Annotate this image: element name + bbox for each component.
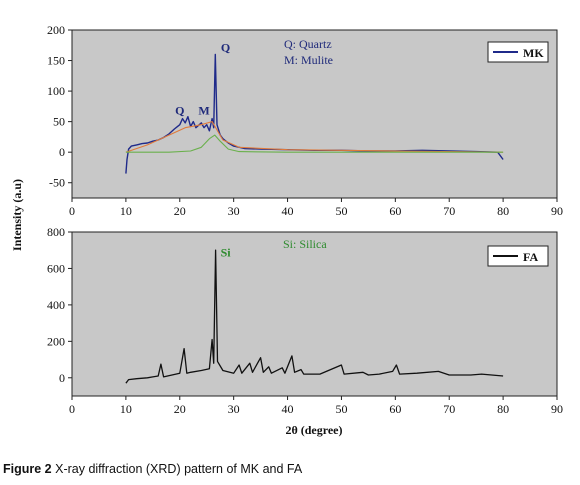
mk-y-tick-label: 100 [47,84,65,98]
mk-x-tick-label: 50 [335,204,347,218]
mk-y-tick-label: 50 [53,115,65,129]
fa-x-tick-label: 70 [443,402,455,416]
fa-panel: 0 200 400 600 800 0 10 20 30 40 50 60 70 80 90 Si Si:… [47,225,563,416]
mk-series-fit [125,121,504,153]
fa-plot-area [71,231,558,397]
figure-caption: Figure 2 X-ray diffraction (XRD) pattern… [3,462,302,476]
fa-x-tick-label: 20 [174,402,186,416]
mk-x-tick-label: 70 [443,204,455,218]
y-axis-label: Intensity (a.u) [10,179,24,251]
mk-x-tick-label: 60 [389,204,401,218]
mk-peak-label: Q [221,40,230,54]
mk-peak-label: Q [175,103,184,117]
fa-key-silica: Si: Silica [283,237,327,251]
fa-x-tick-label: 40 [282,402,294,416]
mk-legend: MK [487,41,549,63]
fa-x-tick-label: 80 [497,402,509,416]
fa-x-tick-label: 30 [228,402,240,416]
mk-peak-label: M [198,103,209,117]
fa-y-tick-label: 200 [47,334,65,348]
mk-x-tick-label: 30 [228,204,240,218]
x-axis-label: 2θ (degree) [285,423,342,437]
fa-legend: FA [487,245,549,267]
mk-key-mulite: M: Mulite [284,53,333,67]
mk-x-tick-label: 10 [120,204,132,218]
fa-x-tick-label: 0 [69,402,75,416]
mk-legend-label: MK [523,46,544,60]
caption-text: X-ray diffraction (XRD) pattern of MK an… [55,462,303,476]
mk-series-amorphous [125,134,504,153]
mk-y-tick-label: 200 [47,23,65,37]
fa-x-tick-label: 90 [551,402,563,416]
fa-peak-label: Si [221,246,232,260]
fa-y-tick-label: 0 [59,371,65,385]
mk-x-tick-label: 40 [282,204,294,218]
mk-y-tick-label: 0 [59,145,65,159]
fa-series-fa [125,249,504,384]
mk-y-tick-label: 150 [47,54,65,68]
fa-y-tick-label: 400 [47,298,65,312]
caption-label: Figure 2 [3,462,52,476]
mk-y-tick-label: -50 [49,176,65,190]
mk-plot-area [71,29,558,199]
mk-x-tick-label: 0 [69,204,75,218]
mk-key-quartz: Q: Quartz [284,37,332,51]
mk-x-tick-label: 90 [551,204,563,218]
fa-y-tick-label: 600 [47,261,65,275]
fa-y-tick-label: 800 [47,225,65,239]
fa-x-tick-label: 50 [335,402,347,416]
mk-x-tick-label: 80 [497,204,509,218]
fa-x-tick-label: 10 [120,402,132,416]
fa-x-tick-label: 60 [389,402,401,416]
mk-x-tick-label: 20 [174,204,186,218]
fa-legend-label: FA [523,250,538,264]
